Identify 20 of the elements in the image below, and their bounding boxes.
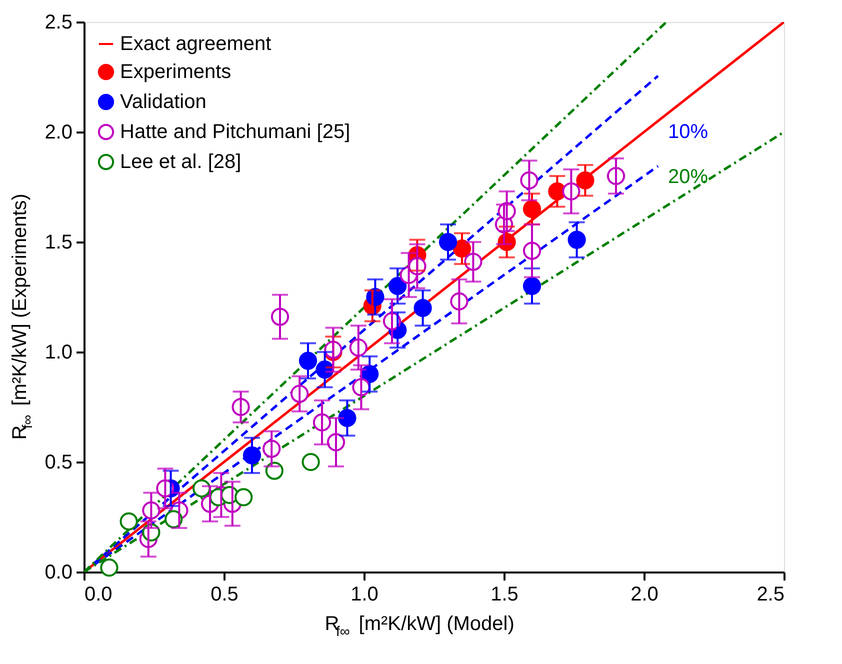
x-tick-label: 1.0 [350,584,378,606]
annotation: 10% [668,121,708,144]
y-tick-label: 1.5 [44,232,72,254]
legend-label: Validation [120,91,206,113]
y-tick-label: 1.0 [44,342,72,364]
x-tick-label: 2.5 [756,584,784,606]
x-tick-label: 0.0 [84,584,112,606]
x-tick-label: 0.5 [210,584,238,606]
legend-label: Experiments [120,61,232,83]
annotation: 20% [668,166,708,188]
x-tick-label: 2.0 [630,584,658,606]
y-tick-label: 2.0 [44,122,72,144]
legend-label: Exact agreement [120,33,272,55]
y-tick-label: 0.5 [44,452,72,474]
legend-label: Lee et al. [28] [120,151,242,173]
y-axis-title: Rf∞ [m²K/kW] (Experiments) [9,194,35,440]
y-tick-label: 0.0 [44,562,72,584]
y-tick-label: 2.5 [44,12,72,34]
x-tick-label: 1.5 [490,584,518,606]
legend-label: Hatte and Pitchumani [25] [120,121,350,143]
